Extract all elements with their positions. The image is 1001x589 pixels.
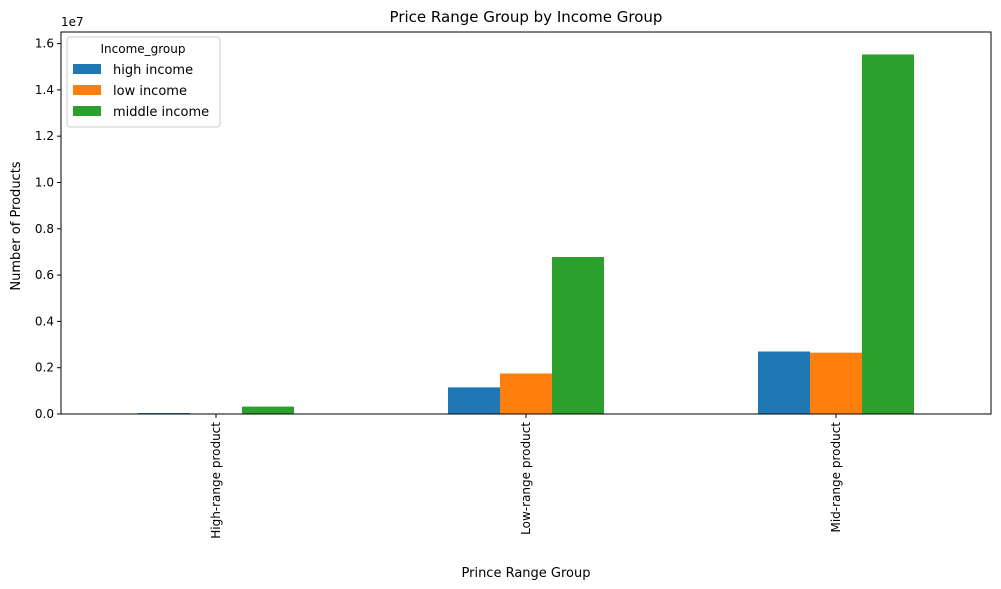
x-axis-label: Prince Range Group [462, 566, 591, 581]
bar [500, 373, 552, 414]
x-tick-label: High-range product [209, 422, 223, 539]
legend-swatch [73, 106, 101, 116]
legend-swatch [73, 64, 101, 74]
legend-swatch [73, 85, 101, 95]
legend-box [66, 36, 221, 128]
legend-title: Income_group [100, 42, 185, 56]
y-tick-label: 0.4 [35, 314, 54, 328]
bar [862, 54, 914, 414]
y-tick-label: 0.0 [35, 407, 54, 421]
legend-label: low income [113, 84, 187, 99]
plot-frame [60, 31, 992, 415]
legend-label: middle income [113, 105, 209, 120]
x-tick-label: Low-range product [519, 422, 533, 535]
bar [758, 351, 810, 414]
x-tick-label: Mid-range product [829, 422, 843, 533]
y-tick-label: 1.2 [35, 129, 54, 143]
y-scale-label: 1e7 [61, 15, 84, 29]
legend-label: high income [113, 63, 193, 78]
bar [810, 352, 862, 414]
y-tick-label: 1.4 [35, 83, 54, 97]
y-tick-label: 0.2 [35, 361, 54, 375]
legend: Income_group high income low income middle… [66, 36, 221, 128]
bar [552, 257, 604, 414]
axis-ticks: 0.0 0.2 0.4 0.6 0.8 1.0 1.2 1.4 1.6 High-range pr… [35, 37, 843, 539]
y-axis-label: Number of Products [9, 161, 24, 290]
bar [242, 406, 294, 414]
y-tick-label: 1.6 [35, 37, 54, 51]
chart-title: Price Range Group by Income Group [390, 8, 663, 26]
y-tick-label: 0.6 [35, 268, 54, 282]
y-tick-label: 0.8 [35, 222, 54, 236]
bars [138, 54, 914, 414]
y-tick-label: 1.0 [35, 175, 54, 189]
bar [448, 387, 500, 414]
